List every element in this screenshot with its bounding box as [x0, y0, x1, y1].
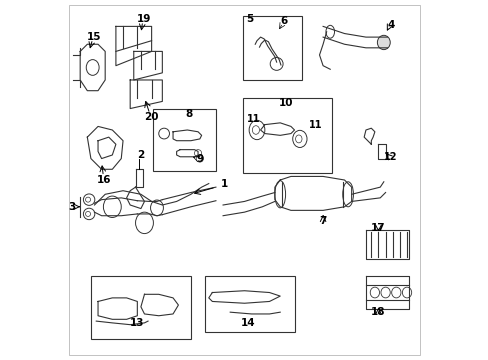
Text: 3: 3	[68, 202, 76, 212]
Text: 10: 10	[278, 98, 292, 108]
Bar	[242, 16, 301, 80]
Text: 16: 16	[97, 175, 111, 185]
Text: 11: 11	[246, 114, 260, 124]
Text: 17: 17	[370, 223, 385, 233]
Text: 18: 18	[370, 307, 385, 317]
Text: 5: 5	[246, 14, 253, 24]
Text: 9: 9	[196, 154, 203, 163]
Bar	[242, 98, 331, 173]
Text: 19: 19	[136, 14, 151, 23]
Bar	[153, 109, 216, 171]
Text: 14: 14	[240, 318, 255, 328]
Text: 20: 20	[143, 112, 158, 122]
Text: 8: 8	[185, 109, 192, 119]
Text: 2: 2	[137, 150, 144, 160]
Ellipse shape	[85, 211, 90, 216]
Ellipse shape	[85, 197, 90, 202]
Text: 13: 13	[130, 318, 144, 328]
Text: 15: 15	[86, 32, 101, 42]
Text: 1: 1	[221, 179, 228, 189]
Text: 11: 11	[308, 120, 322, 130]
Bar	[205, 276, 294, 332]
Bar	[91, 276, 190, 339]
Ellipse shape	[377, 35, 389, 50]
Text: 6: 6	[280, 16, 287, 26]
Text: 4: 4	[386, 19, 394, 30]
Text: 7: 7	[319, 216, 326, 226]
Text: 12: 12	[384, 152, 397, 162]
